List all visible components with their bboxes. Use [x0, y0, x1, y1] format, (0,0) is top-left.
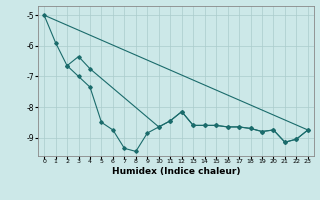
- X-axis label: Humidex (Indice chaleur): Humidex (Indice chaleur): [112, 167, 240, 176]
